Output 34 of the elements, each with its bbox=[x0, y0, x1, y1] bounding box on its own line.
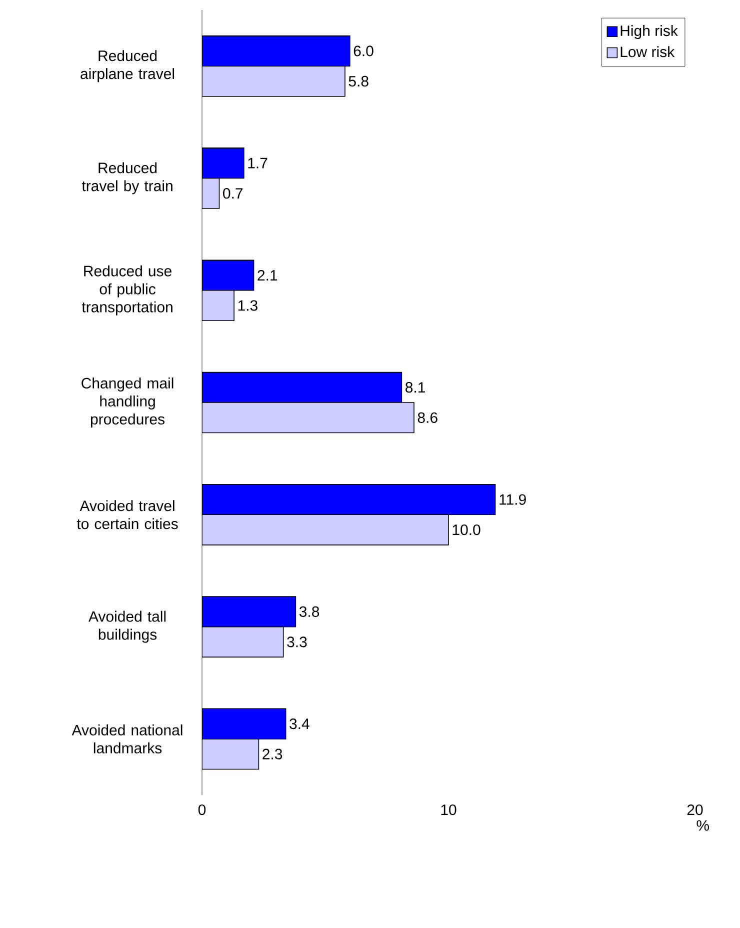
y-tick-label: Avoided national landmarks bbox=[72, 724, 182, 754]
data-label: 5.8 bbox=[348, 76, 368, 87]
y-tick-label: Reduced airplane travel bbox=[80, 50, 174, 82]
data-label: 1.7 bbox=[248, 158, 268, 168]
data-label: 2.3 bbox=[262, 748, 282, 760]
bar bbox=[202, 626, 284, 658]
bar bbox=[202, 738, 260, 770]
bar bbox=[202, 290, 234, 322]
data-label: 1.3 bbox=[238, 300, 258, 311]
bar bbox=[202, 66, 346, 97]
x-tick-label: 0 bbox=[198, 804, 206, 816]
x-axis-title: % bbox=[696, 820, 709, 831]
y-tick-label: Avoided tall buildings bbox=[88, 610, 166, 643]
y-tick-label: Reduced travel by train bbox=[82, 162, 172, 194]
data-label: 8.6 bbox=[418, 412, 438, 423]
data-label: 6.0 bbox=[354, 46, 374, 56]
y-tick-label: Avoided travel to certain cities bbox=[76, 500, 178, 530]
data-label: 0.7 bbox=[223, 188, 243, 199]
data-label: 11.9 bbox=[500, 494, 526, 505]
data-label: 3.4 bbox=[290, 718, 310, 730]
legend-label: High risk bbox=[620, 25, 678, 40]
data-label: 3.8 bbox=[299, 606, 320, 617]
data-label: 3.3 bbox=[287, 636, 307, 648]
bar bbox=[202, 402, 414, 434]
data-label: 10.0 bbox=[452, 524, 480, 536]
legend-label: Low risk bbox=[620, 46, 675, 58]
bar bbox=[202, 178, 220, 209]
x-tick-label: 20 bbox=[687, 804, 703, 816]
y-tick-label: Changed mail handling procedures bbox=[82, 378, 174, 428]
bar bbox=[202, 514, 449, 546]
x-tick-label: 10 bbox=[441, 804, 456, 816]
data-label: 2.1 bbox=[258, 270, 278, 280]
y-tick-label: Reduced use of public transportation bbox=[82, 265, 172, 316]
data-label: 8.1 bbox=[406, 382, 425, 393]
